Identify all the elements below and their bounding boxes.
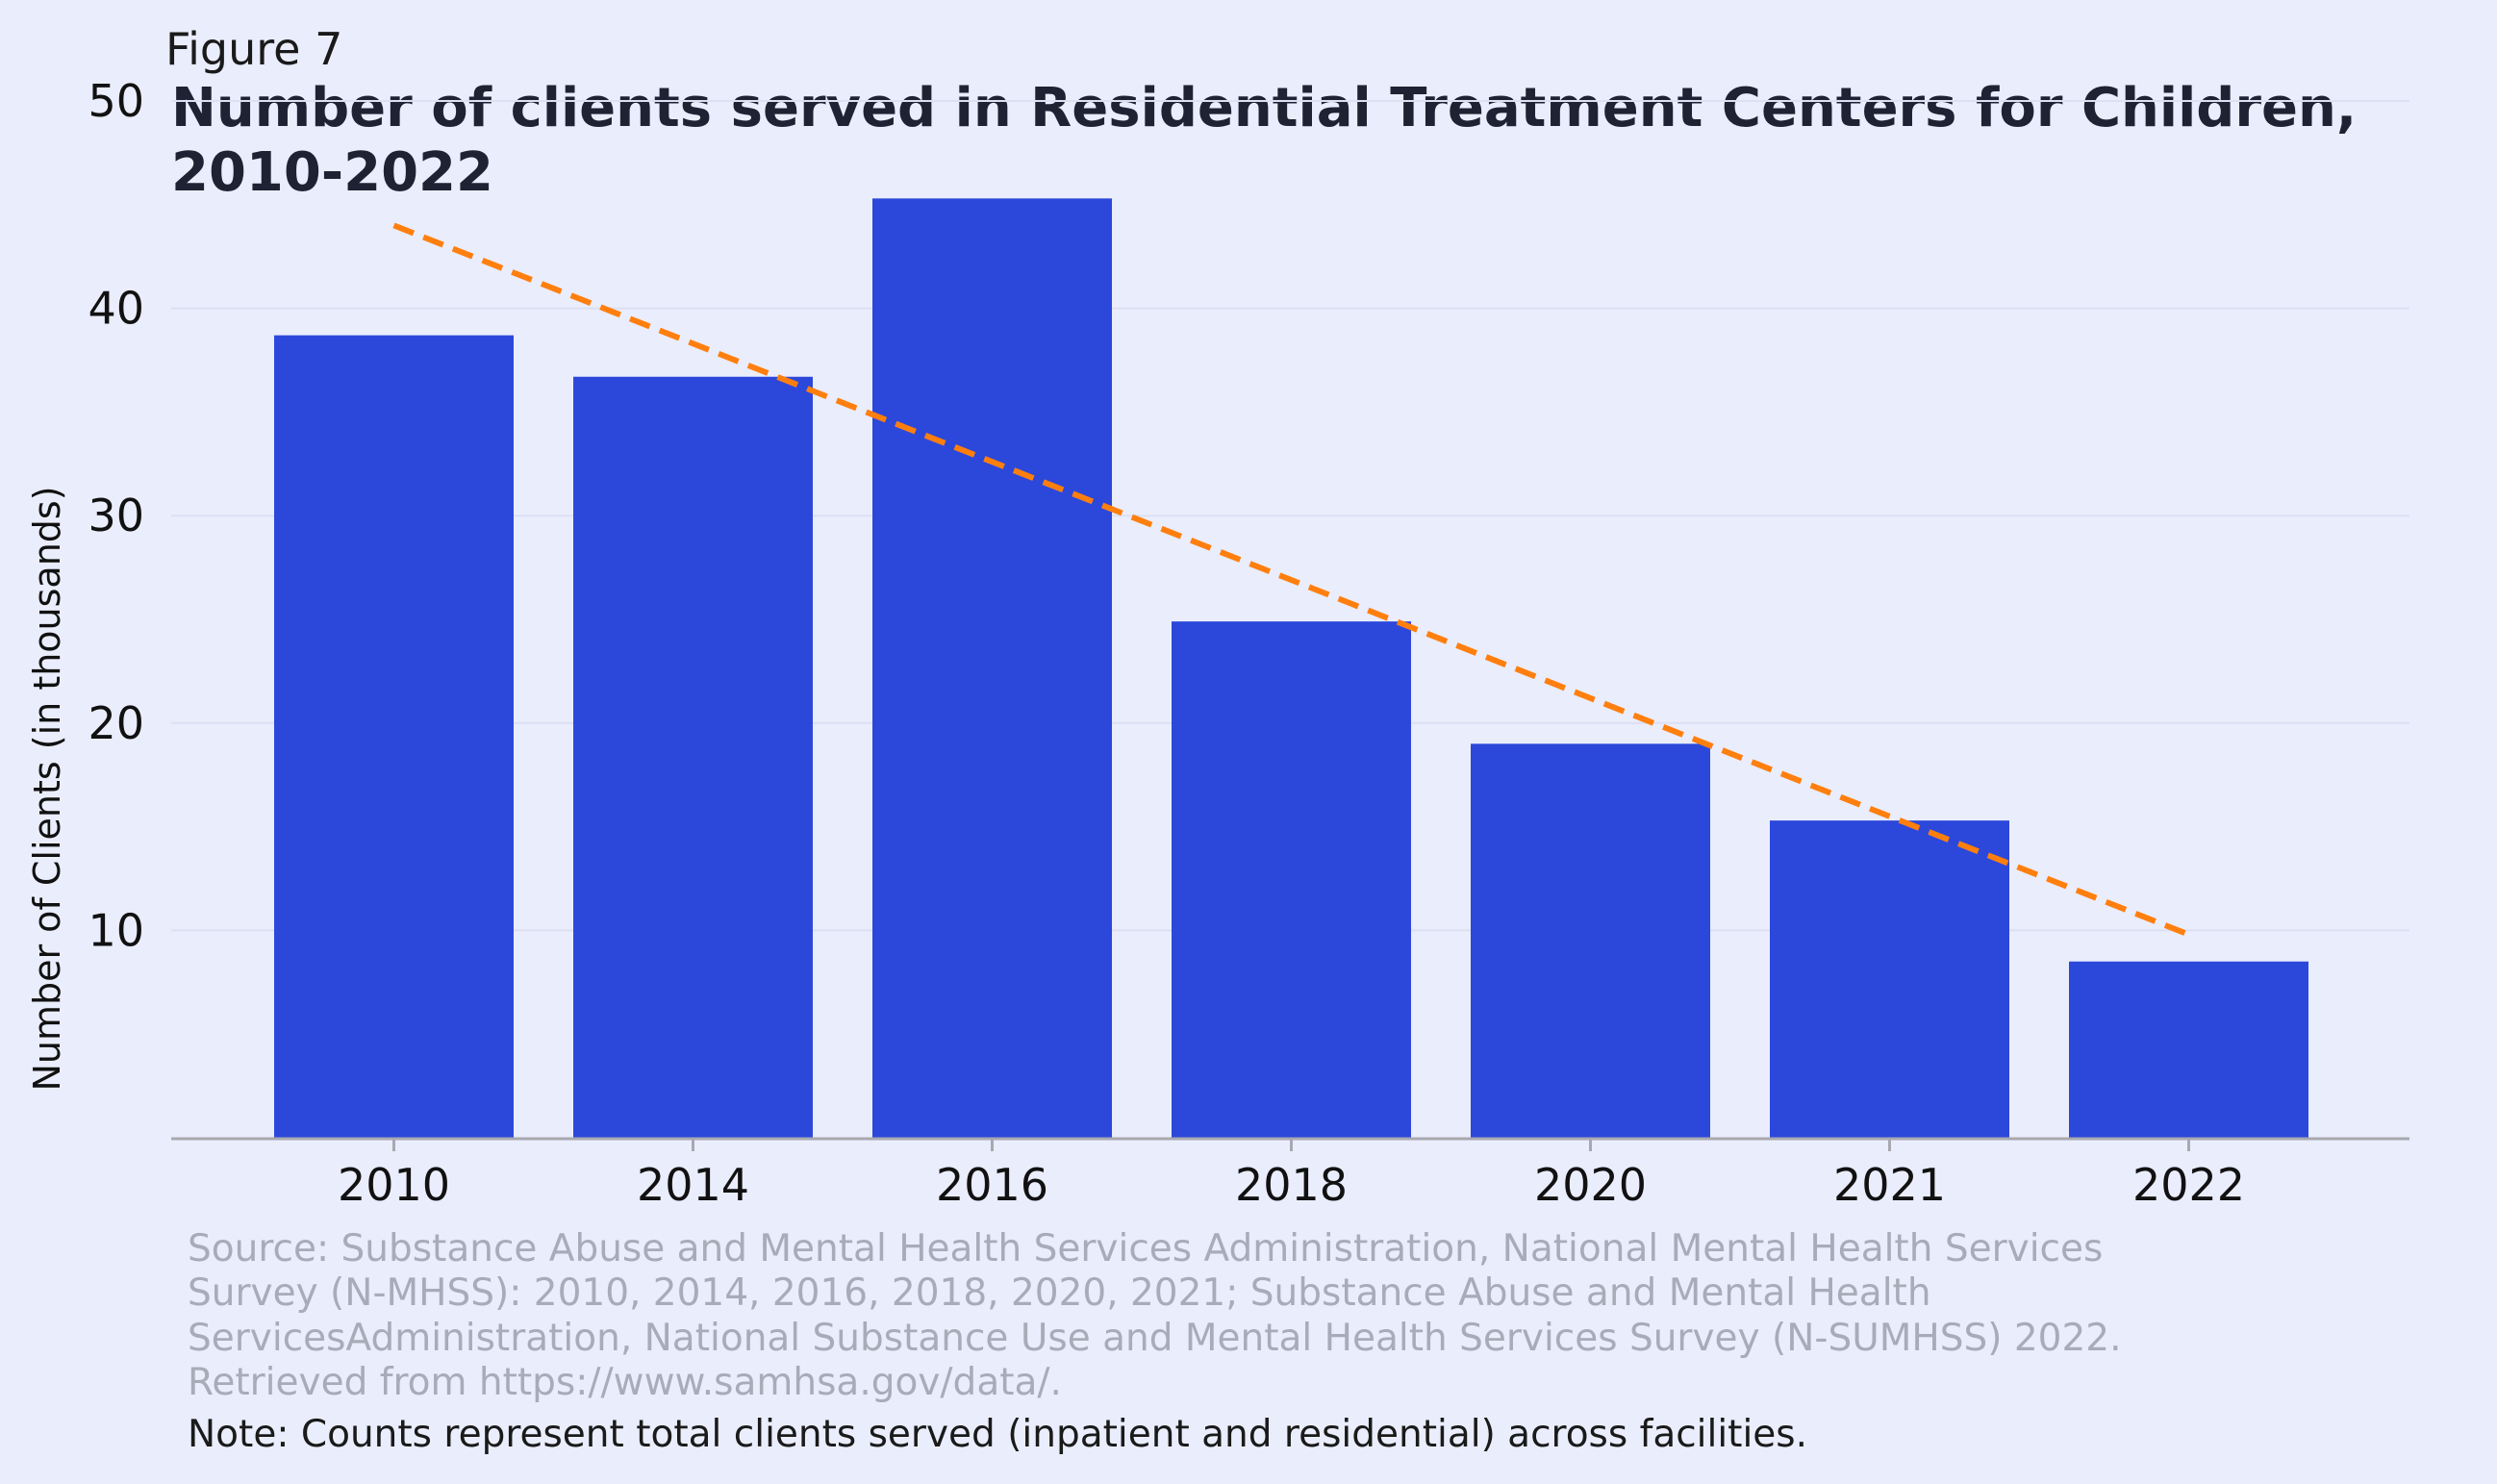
source-line-1: Source: Substance Abuse and Mental Healt…	[188, 1227, 2103, 1270]
y-axis-label: Number of Clients (in thousands)	[26, 486, 68, 1091]
x-tick-label: 2021	[1833, 1159, 1946, 1211]
trendline-group	[392, 222, 2190, 938]
y-tick-label: 30	[88, 490, 144, 541]
source-line-4: Retrieved from https://www.samhsa.gov/da…	[188, 1361, 1062, 1404]
bars	[274, 198, 2308, 1138]
trendline	[392, 222, 2190, 938]
bar-2020	[1471, 743, 1710, 1138]
x-tick-label: 2022	[2132, 1159, 2245, 1211]
chart-title-line-1: Number of clients served in Residential …	[171, 77, 2357, 139]
source-line-2: Survey (N-MHSS): 2010, 2014, 2016, 2018,…	[188, 1271, 1931, 1315]
x-tick-label: 2010	[338, 1159, 450, 1211]
bar-2014	[573, 376, 813, 1138]
bar-2016	[872, 198, 1112, 1138]
figure-label: Figure 7	[165, 23, 342, 75]
y-tick-label: 10	[88, 904, 144, 956]
bar-2018	[1172, 621, 1411, 1138]
x-tick-label: 2020	[1534, 1159, 1647, 1211]
x-tick-label: 2016	[936, 1159, 1048, 1211]
bar-2010	[274, 335, 514, 1138]
chart-title-line-2: 2010-2022	[171, 141, 493, 204]
bar-2022	[2069, 961, 2308, 1138]
y-tick-label: 50	[88, 75, 144, 127]
x-tick-label: 2014	[637, 1159, 749, 1211]
x-tick-label: 2018	[1235, 1159, 1348, 1211]
axes: 2010 2014 2016 2018 2020 2021 2022	[171, 1137, 2409, 1211]
note-text: Note: Counts represent total clients ser…	[188, 1413, 1807, 1456]
source-line-3: ServicesAdministration, National Substan…	[188, 1317, 2122, 1360]
bar-2021	[1770, 820, 2009, 1138]
y-tick-label: 40	[88, 283, 144, 335]
y-tick-label: 20	[88, 697, 144, 749]
